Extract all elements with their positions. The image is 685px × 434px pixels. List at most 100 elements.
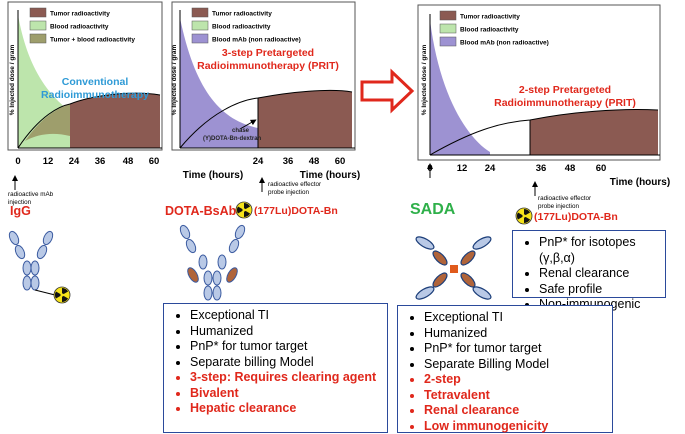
legend-swatch bbox=[29, 33, 47, 44]
legend-label: Blood radioactivity bbox=[212, 24, 271, 31]
feature-item: Renal clearance bbox=[424, 403, 606, 419]
probe-name: (177Lu)DOTA-Bn bbox=[534, 211, 618, 223]
feature-list: PnP* for isotopes (γ,β,α)Renal clearance… bbox=[521, 235, 659, 313]
feature-item: Hepatic clearance bbox=[190, 401, 381, 417]
radiation-icon bbox=[52, 285, 73, 306]
feature-list: Exceptional TIHumanizedPnP* for tumor ta… bbox=[406, 310, 606, 434]
igg-icon bbox=[8, 230, 56, 296]
x-tick-label: 48 bbox=[123, 156, 134, 167]
feature-item: Separate billing Model bbox=[190, 355, 381, 371]
feature-item: Renal clearance bbox=[539, 266, 659, 282]
legend-swatch bbox=[29, 7, 47, 18]
x-axis-label: Time (hours) bbox=[300, 170, 360, 181]
injection-note: radioactive mAb bbox=[8, 191, 54, 198]
x-tick-label: 48 bbox=[565, 163, 576, 174]
x-axis-label: Time (hours) bbox=[183, 170, 243, 181]
tumor-area bbox=[258, 90, 352, 148]
agent-name: DOTA-BsAb bbox=[165, 204, 237, 218]
y-axis-label: % Injected dose / gram bbox=[9, 45, 16, 116]
x-tick-label: 24 bbox=[253, 156, 264, 167]
feature-item: Bivalent bbox=[190, 386, 381, 402]
feature-item: Tetravalent bbox=[424, 388, 606, 404]
legend-label: Blood radioactivity bbox=[50, 24, 109, 31]
legend-label: Tumor + blood radioactivity bbox=[50, 37, 135, 44]
tumor-curve bbox=[17, 92, 161, 149]
legend-swatch bbox=[191, 20, 209, 31]
x-tick-label: 36 bbox=[536, 163, 547, 174]
x-tick-label: 12 bbox=[43, 156, 54, 167]
legend-swatch bbox=[191, 7, 209, 18]
tumor-area bbox=[70, 93, 160, 148]
panel-title: Radioimmunotherapy (PRIT) bbox=[197, 60, 339, 72]
legend-swatch bbox=[191, 33, 209, 44]
radiation-icon bbox=[234, 200, 255, 221]
x-tick-label: 24 bbox=[485, 163, 496, 174]
legend-swatch bbox=[29, 20, 47, 31]
feature-item: Humanized bbox=[424, 326, 606, 342]
x-tick-label: 12 bbox=[457, 163, 468, 174]
legend-label: Blood mAb (non radioactive) bbox=[460, 40, 549, 47]
legend-label: Blood radioactivity bbox=[460, 27, 519, 34]
feature-item: Exceptional TI bbox=[424, 310, 606, 326]
x-tick-label: 60 bbox=[335, 156, 346, 167]
tumor-area bbox=[530, 109, 658, 155]
agent-name: SADA bbox=[410, 201, 456, 218]
x-tick-label: 60 bbox=[596, 163, 607, 174]
probe-name: (177Lu)DOTA-Bn bbox=[254, 205, 338, 217]
feature-item: PnP* for tumor target bbox=[424, 341, 606, 357]
panel-title: Radioimmunotherapy (PRIT) bbox=[494, 97, 636, 109]
annotation: (Y)DOTA-Bn-dextran bbox=[203, 136, 262, 142]
feature-item: 2-step bbox=[424, 372, 606, 388]
legend-label: Blood mAb (non radioactive) bbox=[212, 37, 301, 44]
x-tick-label: 48 bbox=[309, 156, 320, 167]
feature-box: PnP* for isotopes (γ,β,α)Renal clearance… bbox=[512, 230, 666, 311]
feature-item: Separate Billing Model bbox=[424, 357, 606, 373]
feature-list: Exceptional TIHumanizedPnP* for tumor ta… bbox=[172, 308, 381, 417]
legend-swatch bbox=[439, 10, 457, 21]
annotation: chase bbox=[232, 128, 250, 134]
injection-note: injection bbox=[8, 199, 32, 206]
y-axis-label: % Injected dose / gram bbox=[421, 45, 428, 116]
mab-area bbox=[430, 20, 490, 155]
panel-title: Radioimmunotherapy bbox=[41, 89, 149, 101]
feature-box: Exceptional TIHumanizedPnP* for tumor ta… bbox=[163, 303, 388, 433]
feature-box: Exceptional TIHumanizedPnP* for tumor ta… bbox=[397, 305, 613, 433]
bsab-icon bbox=[179, 224, 246, 301]
sada-icon bbox=[415, 236, 492, 300]
y-axis-label: % Injected dose / gram bbox=[171, 45, 178, 116]
legend-label: Tumor radioactivity bbox=[460, 14, 520, 21]
x-tick-label: 0 bbox=[427, 163, 432, 174]
x-axis-label: Time (hours) bbox=[610, 177, 670, 188]
transition-arrow bbox=[360, 68, 415, 114]
chase-arrow bbox=[239, 119, 257, 130]
agent-name: IgG bbox=[10, 204, 31, 218]
injection-note: radioactive effector bbox=[538, 195, 591, 202]
feature-item: PnP* for isotopes (γ,β,α) bbox=[539, 235, 659, 266]
panel-title: 3-step Pretargeted bbox=[222, 47, 314, 59]
panel-title: 2-step Pretargeted bbox=[519, 84, 611, 96]
feature-item: PnP* for tumor target bbox=[190, 339, 381, 355]
legend-swatch bbox=[439, 36, 457, 47]
x-tick-label: 60 bbox=[149, 156, 160, 167]
feature-item: 3-step: Requires clearing agent bbox=[190, 370, 381, 386]
legend-label: Tumor radioactivity bbox=[50, 11, 110, 18]
overlap-area bbox=[25, 104, 70, 141]
legend-swatch bbox=[439, 23, 457, 34]
feature-item: Humanized bbox=[190, 324, 381, 340]
feature-item: Low immunogenicity bbox=[424, 419, 606, 434]
panel-title: Conventional bbox=[62, 76, 129, 88]
x-tick-label: 36 bbox=[283, 156, 294, 167]
injection-note: probe injection bbox=[538, 203, 579, 210]
x-tick-label: 0 bbox=[15, 156, 20, 167]
injection-note: radioactive effector bbox=[268, 181, 321, 188]
feature-item: Exceptional TI bbox=[190, 308, 381, 324]
x-tick-label: 36 bbox=[95, 156, 106, 167]
mab-area bbox=[180, 18, 258, 148]
injection-note: probe injection bbox=[268, 189, 309, 196]
tumor-curve bbox=[429, 108, 659, 156]
radiation-icon bbox=[514, 206, 535, 227]
x-tick-label: 24 bbox=[69, 156, 80, 167]
feature-item: Safe profile bbox=[539, 282, 659, 298]
